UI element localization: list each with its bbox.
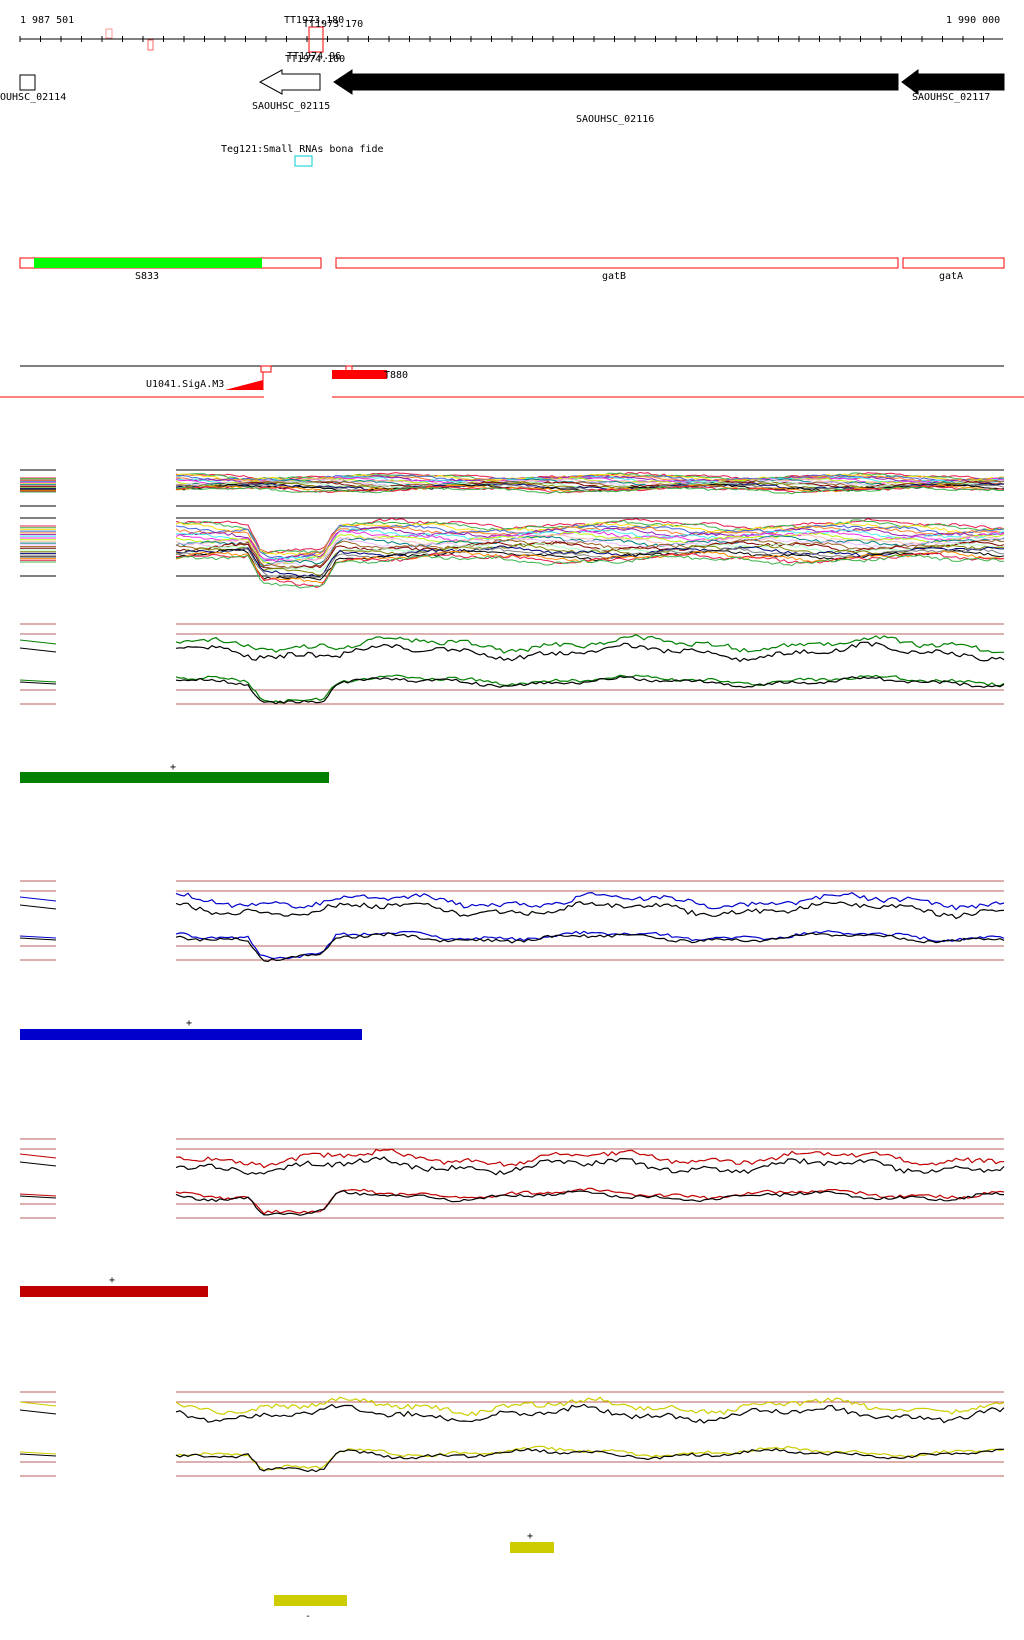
- expression-line: [175, 548, 1005, 581]
- expression-profiles: [19, 469, 1005, 1477]
- promoter-u1041[interactable]: [225, 380, 263, 390]
- expression-line: [175, 675, 1005, 705]
- expression-line: [175, 486, 1005, 495]
- expression-line: [175, 901, 1005, 920]
- operon-label: S833: [135, 271, 159, 282]
- gene-saouhsc-02115[interactable]: [258, 69, 321, 95]
- segment-sign: +: [527, 1531, 533, 1542]
- segment-sign: +: [186, 1018, 192, 1029]
- terminator-mark[interactable]: [147, 39, 154, 51]
- expression-line: [175, 524, 1005, 559]
- segment-sign: +: [109, 1275, 115, 1286]
- terminator-mark[interactable]: [105, 28, 113, 39]
- promoter-track: U1041.SigA.M3 T880: [0, 365, 1024, 398]
- gene-saouhsc-02114[interactable]: [19, 74, 36, 91]
- expression-line: [175, 540, 1005, 570]
- expression-line: [175, 1148, 1004, 1169]
- segment-bar-blue[interactable]: [20, 1029, 362, 1040]
- expression-line: [175, 550, 1005, 584]
- ruler-ticks: [19, 36, 984, 42]
- expression-line: [175, 891, 1005, 911]
- ruler-start-label: 1 987 501: [20, 15, 74, 26]
- terminator-label: TT1974.96: [287, 51, 341, 62]
- expression-line: [175, 1445, 1005, 1471]
- operon-s833-highlight: [34, 258, 262, 268]
- expression-line: [175, 641, 1005, 663]
- promoter-label: T880: [384, 370, 408, 381]
- gene-label: OUHSC_02114: [0, 92, 66, 103]
- promoter-t880[interactable]: [332, 370, 387, 379]
- expression-line: [175, 1156, 1005, 1176]
- condition-panel: [19, 1391, 1005, 1477]
- expression-line: [175, 1396, 1005, 1417]
- segment-sign: +: [170, 762, 176, 773]
- expression-line: [175, 525, 1005, 561]
- segment-track: + + + + -: [20, 762, 554, 1622]
- expression-line: [175, 634, 1004, 654]
- expression-line: [175, 484, 1005, 494]
- terminator-label: TT1973.180: [284, 15, 344, 26]
- tss-mark[interactable]: [260, 365, 272, 373]
- condition-panel: [19, 1138, 1005, 1219]
- segment-bar-green[interactable]: [20, 772, 329, 783]
- operon-label: gatA: [939, 271, 963, 282]
- terminator-label: TT1973.170: [303, 19, 363, 30]
- gene-track: OUHSC_02114 SAOUHSC_02115 SAOUHSC_02116 …: [0, 69, 1005, 125]
- expression-line: [175, 1403, 1005, 1424]
- expression-line: [175, 930, 1005, 960]
- gene-label: SAOUHSC_02116: [576, 114, 654, 125]
- expression-line: [175, 1187, 1005, 1215]
- gene-saouhsc-02117[interactable]: [901, 69, 1005, 95]
- operon-gatb[interactable]: [335, 257, 899, 269]
- segment-bar-yellow-plus[interactable]: [510, 1542, 554, 1553]
- operon-gata[interactable]: [902, 257, 1005, 269]
- gene-label: SAOUHSC_02117: [912, 92, 990, 103]
- segment-sign: -: [305, 1611, 311, 1622]
- coordinate-ruler: 1 987 501 1 990 000 TT1973.180 TT1973.17…: [19, 15, 1003, 65]
- gene-saouhsc-02116[interactable]: [333, 69, 899, 95]
- small-rna-track: Teg121:Small RNAs bona fide: [221, 144, 384, 167]
- expression-line: [175, 1447, 1005, 1473]
- condition-panel: [19, 880, 1005, 963]
- expression-line: [175, 533, 1005, 566]
- ruler-end-label: 1 990 000: [946, 15, 1000, 26]
- terminator-mark[interactable]: [308, 26, 324, 53]
- expression-line: [175, 1190, 1005, 1216]
- segment-bar-yellow-minus[interactable]: [274, 1595, 347, 1606]
- expression-line: [175, 554, 1005, 589]
- srna-teg121[interactable]: [294, 155, 313, 167]
- promoter-label: U1041.SigA.M3: [146, 379, 224, 390]
- gene-label: SAOUHSC_02115: [252, 101, 330, 112]
- terminator-label: TT1974.100: [285, 54, 345, 65]
- operon-label: gatB: [602, 271, 626, 282]
- srna-label: Teg121:Small RNAs bona fide: [221, 144, 384, 155]
- segment-bar-red[interactable]: [20, 1286, 208, 1297]
- expression-line: [175, 674, 1005, 704]
- expression-line: [175, 932, 1005, 963]
- expression-line: [175, 528, 1005, 562]
- operon-track: S833 gatB gatA: [19, 257, 1005, 282]
- condition-panel: [19, 623, 1005, 705]
